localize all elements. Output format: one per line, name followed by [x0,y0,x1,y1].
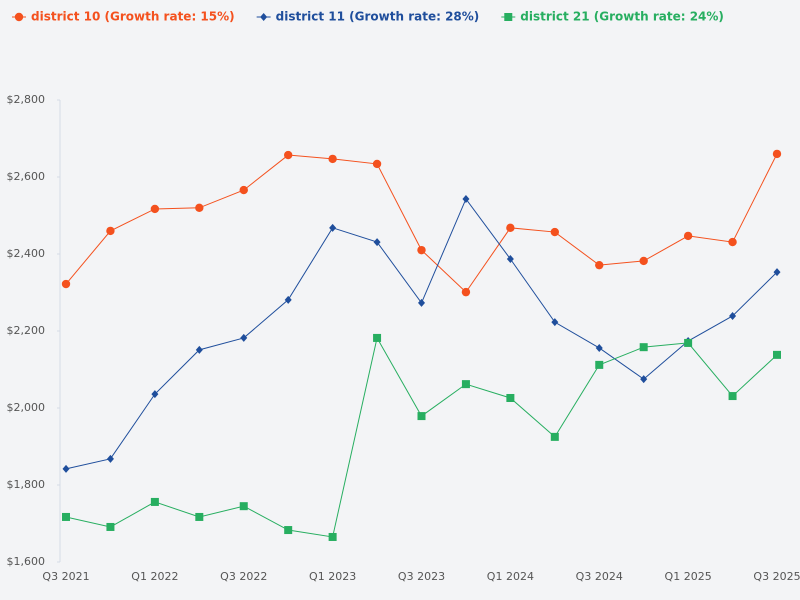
point [195,512,204,521]
y-tick-label: $1,800 [7,478,46,491]
x-tick-label: Q3 2024 [576,570,623,583]
point [106,454,114,463]
point [239,502,248,511]
point [417,245,426,255]
point [329,223,337,232]
point [729,311,737,320]
point [773,268,781,277]
series-line [65,153,778,293]
point [328,532,337,541]
point [284,526,293,535]
series-line [65,336,778,538]
x-tick-label: Q3 2025 [753,570,800,583]
point [328,154,337,164]
point [773,350,781,359]
y-tick-label: $2,400 [7,247,46,260]
point [684,338,693,347]
point [151,390,159,399]
point [683,231,693,241]
x-tick-label: Q1 2024 [487,570,534,583]
point [595,360,604,369]
legend-marker [260,13,268,21]
point [373,333,382,342]
point [595,260,604,270]
point [551,318,559,327]
y-tick-label: $2,600 [7,170,46,183]
y-tick-label: $2,200 [7,324,46,337]
legend-marker [504,13,513,21]
point [462,194,470,203]
point [62,512,70,521]
point [418,298,425,307]
x-tick-label: Q1 2023 [309,570,356,583]
y-tick-label: $2,000 [7,401,46,414]
x-tick-label: Q3 2021 [42,570,89,583]
point [640,375,648,384]
point [728,392,737,401]
point [639,343,648,352]
x-tick-label: Q1 2022 [131,570,178,583]
point [772,149,782,159]
point [506,393,515,402]
y-tick-label: $2,800 [7,93,46,106]
point [195,203,204,212]
point [461,287,471,297]
point [62,464,70,473]
point [506,255,514,264]
point [240,333,248,342]
y-tick-label: $1,600 [7,555,46,568]
point [595,343,603,352]
point [150,204,160,214]
point [461,380,470,389]
point [239,185,248,195]
point [372,159,382,169]
point [373,238,381,247]
legend-entry: district 21 (Growth rate: 24%) [520,10,724,24]
point [417,412,426,421]
point [550,432,559,441]
point [61,279,71,289]
point [506,223,515,233]
x-tick-label: Q3 2023 [398,570,445,583]
point [550,227,560,237]
point [639,256,648,266]
legend-entry: district 10 (Growth rate: 15%) [31,10,235,24]
point [284,295,292,304]
point [728,237,737,247]
point [106,522,115,531]
x-tick-label: Q1 2025 [665,570,712,583]
point [150,497,159,506]
series-line [65,197,778,470]
point [283,150,293,160]
point [195,345,203,354]
legend-marker [14,12,24,22]
point [106,226,115,236]
legend-entry: district 11 (Growth rate: 28%) [276,10,480,24]
x-tick-label: Q3 2022 [220,570,267,583]
